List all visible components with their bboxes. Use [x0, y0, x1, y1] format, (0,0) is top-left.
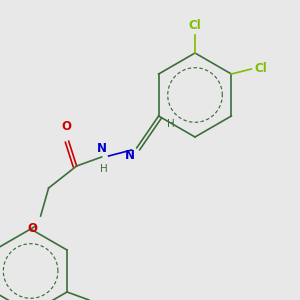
- Text: Cl: Cl: [254, 62, 267, 76]
- Text: N: N: [97, 142, 106, 155]
- Text: O: O: [61, 120, 72, 133]
- Text: O: O: [28, 222, 38, 235]
- Text: Cl: Cl: [189, 19, 201, 32]
- Text: N: N: [124, 149, 135, 162]
- Text: H: H: [167, 119, 174, 129]
- Text: H: H: [100, 164, 107, 174]
